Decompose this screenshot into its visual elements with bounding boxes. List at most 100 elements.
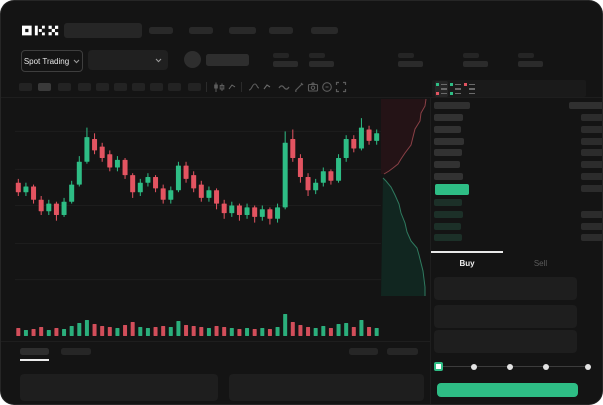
ask-row-amount[interactable] — [581, 149, 602, 156]
timeframe-button[interactable] — [58, 83, 71, 91]
ask-row-price[interactable] — [434, 173, 463, 180]
last-price-amount — [581, 185, 602, 192]
bottom-action-button[interactable] — [349, 348, 378, 355]
bid-row-amount[interactable] — [581, 234, 602, 241]
icon-cell — [464, 83, 467, 86]
ask-row-amount[interactable] — [581, 138, 602, 145]
order-input-field[interactable] — [434, 277, 577, 300]
timeframe-button[interactable] — [78, 83, 91, 91]
nav-item[interactable] — [149, 27, 173, 34]
depth-chart[interactable] — [381, 97, 430, 298]
bottom-panel — [20, 374, 218, 401]
timeframe-button[interactable] — [96, 83, 109, 91]
icon-row — [464, 92, 475, 96]
icon-row — [464, 83, 475, 87]
bid-row-amount[interactable] — [581, 223, 602, 230]
search-input[interactable] — [64, 23, 142, 38]
icon-cell — [450, 83, 453, 86]
order-input-field[interactable] — [434, 305, 577, 328]
timeframe-button[interactable] — [132, 83, 145, 91]
timeframe-button[interactable] — [168, 83, 181, 91]
stat-label-placeholder — [273, 53, 289, 58]
stat-label-placeholder — [309, 53, 325, 58]
bottom-action-button[interactable] — [387, 348, 418, 355]
nav-item[interactable] — [229, 27, 256, 34]
icon-row — [436, 87, 447, 91]
icon-row — [450, 83, 461, 87]
bid-row-amount[interactable] — [581, 211, 602, 218]
book-buy-icon[interactable] — [449, 81, 462, 97]
tab-buy[interactable]: Buy — [459, 258, 475, 268]
last-price-bar[interactable] — [435, 184, 469, 195]
fullscreen-icon[interactable] — [335, 81, 347, 93]
slider-stop[interactable] — [507, 363, 513, 370]
coin-avatar — [184, 51, 201, 68]
bottom-tab[interactable] — [61, 348, 91, 355]
icon-line — [440, 92, 447, 95]
market-mode-label: Spot Trading — [23, 56, 70, 66]
ask-row-amount[interactable] — [581, 126, 602, 133]
icon-line — [454, 88, 461, 90]
slider-stop[interactable] — [543, 363, 549, 370]
divider — [430, 97, 431, 404]
ask-row-price[interactable] — [434, 114, 463, 121]
timeframe-button[interactable] — [188, 83, 201, 91]
bid-row-price[interactable] — [434, 199, 462, 206]
bid-row-price[interactable] — [434, 223, 461, 230]
icon-row — [450, 92, 461, 96]
nav-item[interactable] — [269, 27, 293, 34]
pair-selector-dropdown[interactable] — [88, 50, 168, 70]
nav-item[interactable] — [189, 27, 213, 34]
timeframe-button[interactable] — [150, 83, 163, 91]
camera-icon[interactable] — [307, 81, 319, 93]
ask-row-price[interactable] — [434, 149, 462, 156]
okx-logo[interactable] — [22, 23, 59, 38]
amount-slider-handle[interactable] — [434, 362, 443, 371]
wave-icon[interactable] — [278, 82, 290, 93]
chevron-down-icon — [155, 58, 162, 63]
toolbar-divider — [241, 82, 242, 92]
ask-row-amount[interactable] — [581, 114, 602, 121]
market-mode-dropdown[interactable]: Spot Trading — [21, 50, 83, 72]
ask-row-amount[interactable] — [581, 173, 602, 180]
nav-item[interactable] — [311, 27, 338, 34]
book-both-icon[interactable] — [435, 81, 448, 97]
icon-cell — [436, 92, 439, 95]
timeframe-button[interactable] — [114, 83, 127, 91]
indicator-selector[interactable] — [248, 82, 272, 93]
chevron-down-icon — [73, 59, 80, 63]
ask-row-amount[interactable] — [581, 161, 602, 168]
stat-value-placeholder — [518, 61, 543, 67]
stat-value-placeholder — [309, 61, 334, 67]
candle-style-selector[interactable] — [213, 82, 237, 93]
orderbook-header-price — [434, 102, 470, 109]
buy-submit-button[interactable] — [437, 383, 578, 397]
ask-row-price[interactable] — [434, 138, 464, 145]
status-circle-icon[interactable] — [321, 81, 333, 93]
icon-row — [464, 87, 475, 91]
icon-line — [440, 83, 447, 86]
tab-sell[interactable]: Sell — [533, 258, 548, 268]
timeframe-button[interactable] — [19, 83, 32, 91]
stat-label-placeholder — [398, 53, 414, 58]
orderbook-header-amount — [569, 102, 602, 109]
timeframe-button[interactable] — [38, 83, 51, 91]
bottom-tab-underline — [20, 359, 49, 361]
bid-row-price[interactable] — [434, 211, 463, 218]
order-input-field[interactable] — [434, 330, 577, 353]
ask-row-price[interactable] — [434, 161, 460, 168]
stat-value-placeholder — [398, 61, 423, 67]
icon-cell — [436, 83, 439, 86]
stat-value-placeholder — [273, 61, 298, 67]
ask-row-price[interactable] — [434, 126, 461, 133]
bottom-tab[interactable] — [20, 348, 49, 355]
bid-row-price[interactable] — [434, 234, 462, 241]
book-sell-icon[interactable] — [463, 81, 476, 97]
pencil-icon[interactable] — [293, 81, 305, 93]
icon-line — [468, 88, 475, 90]
icon-cell — [450, 92, 453, 95]
toolbar-divider — [206, 82, 207, 92]
price-chart[interactable] — [15, 101, 381, 337]
slider-stop[interactable] — [471, 363, 477, 370]
slider-stop[interactable] — [585, 363, 591, 370]
